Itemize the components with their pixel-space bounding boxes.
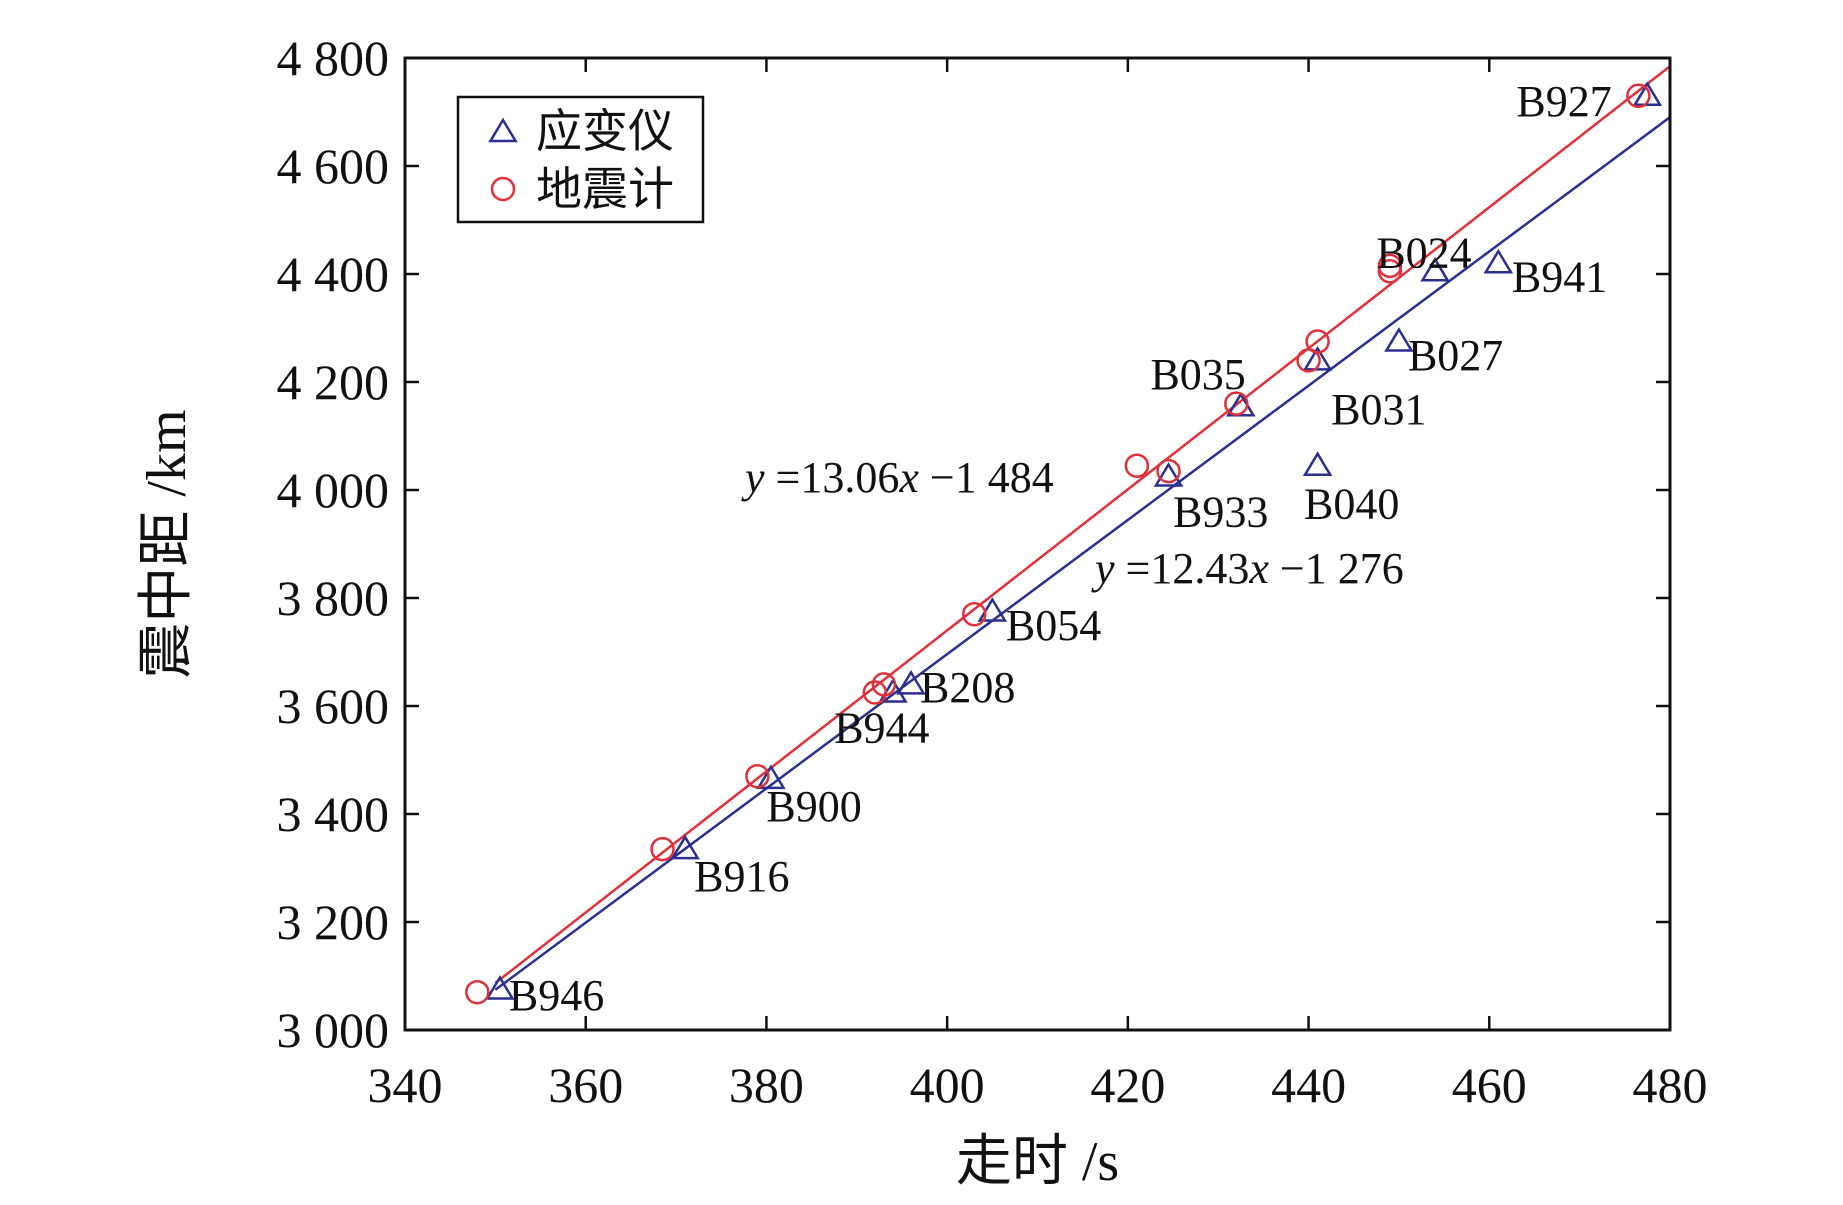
x-tick-label: 440 <box>1271 1057 1346 1113</box>
legend-label-seismometer: 地震计 <box>536 164 674 215</box>
x-tick-label: 480 <box>1633 1057 1708 1113</box>
x-tick-label: 380 <box>729 1057 804 1113</box>
data-point-triangle <box>1632 81 1663 107</box>
station-label: B941 <box>1512 253 1607 302</box>
data-point-triangle <box>485 975 515 1000</box>
data-point-triangle <box>977 597 1008 622</box>
x-tick-label: 420 <box>1090 1057 1165 1113</box>
x-axis-title: 走时 /s <box>956 1131 1119 1193</box>
station-label: B024 <box>1376 228 1471 277</box>
station-label: B040 <box>1304 480 1399 529</box>
y-tick-label: 3 400 <box>277 786 390 842</box>
y-tick-label: 4 400 <box>277 246 390 302</box>
station-label: B035 <box>1150 350 1245 399</box>
y-tick-label: 4 600 <box>277 138 390 194</box>
fit-lines <box>494 65 1671 991</box>
legend-box <box>456 95 705 224</box>
fit-line-0 <box>494 116 1671 991</box>
legend-circle-marker <box>490 176 516 202</box>
station-label: B031 <box>1331 385 1426 434</box>
station-label: B946 <box>509 971 604 1020</box>
data-point-circle <box>1124 453 1150 478</box>
station-label: B944 <box>834 704 929 753</box>
data-point-circle <box>1377 259 1403 284</box>
y-tick-label: 3 000 <box>277 1002 390 1058</box>
x-tick-label: 360 <box>548 1057 623 1113</box>
data-point-triangle <box>1153 462 1184 487</box>
data-point-circle <box>1224 391 1249 416</box>
data-point-circle <box>745 763 770 789</box>
y-tick-label: 3 200 <box>277 894 390 950</box>
data-point-circle <box>871 672 897 697</box>
legend-triangle-marker <box>488 117 518 143</box>
data-point-circle <box>650 836 675 862</box>
station-label: B054 <box>1006 601 1101 650</box>
data-point-triangle <box>670 834 700 860</box>
plot-frame <box>403 56 1672 1032</box>
station-label: B933 <box>1173 488 1268 537</box>
data-point-circle <box>465 979 490 1005</box>
station-label: B027 <box>1408 331 1503 380</box>
station-label: B916 <box>694 852 789 901</box>
station-label: B208 <box>920 663 1015 712</box>
axis-ticks: 340 360 380 400 420 440 460 480 3 000 3 200 3 400 3… <box>277 30 1708 1113</box>
data-point-circle <box>1156 458 1181 484</box>
y-axis-title: 震中距 /km <box>136 409 198 678</box>
fit-equations: y =12.43x −1 276 y =13.06x −1 484 <box>741 453 1404 593</box>
data-point-circle <box>1626 83 1651 109</box>
x-tick-label: 460 <box>1452 1057 1527 1113</box>
fit-line-1 <box>494 65 1671 985</box>
x-tick-label: 340 <box>368 1057 443 1113</box>
data-point-circle <box>962 601 987 627</box>
y-tick-label: 4 800 <box>277 30 390 86</box>
legend-label-strainmeter: 应变仪 <box>536 106 674 157</box>
y-tick-label: 3 800 <box>277 570 390 626</box>
legend: 应变仪 地震计 <box>456 95 705 224</box>
data-point-triangle <box>1302 451 1333 476</box>
y-tick-label: 3 600 <box>277 678 390 734</box>
data-point-circle <box>1377 253 1403 279</box>
data-point-circle <box>862 680 888 705</box>
fit-equation-1: y =13.06x −1 484 <box>741 453 1054 502</box>
data-point-triangle <box>756 764 786 790</box>
data-point-triangle <box>1302 345 1333 371</box>
fit-equation-0: y =12.43x −1 276 <box>1091 544 1404 593</box>
data-point-triangle <box>1483 248 1514 274</box>
data-markers <box>465 81 1663 1005</box>
data-point-triangle <box>1384 327 1414 352</box>
station-label: B927 <box>1516 77 1611 126</box>
data-point-triangle <box>896 669 926 695</box>
station-label: B900 <box>766 782 861 831</box>
x-tick-label: 400 <box>910 1057 985 1113</box>
y-tick-label: 4 000 <box>277 462 390 518</box>
legend-triangle-icon <box>488 117 518 143</box>
data-point-triangle <box>1420 256 1450 282</box>
y-tick-label: 4 200 <box>277 354 390 410</box>
legend-circle-icon <box>490 176 516 202</box>
data-point-circle <box>1305 329 1330 354</box>
